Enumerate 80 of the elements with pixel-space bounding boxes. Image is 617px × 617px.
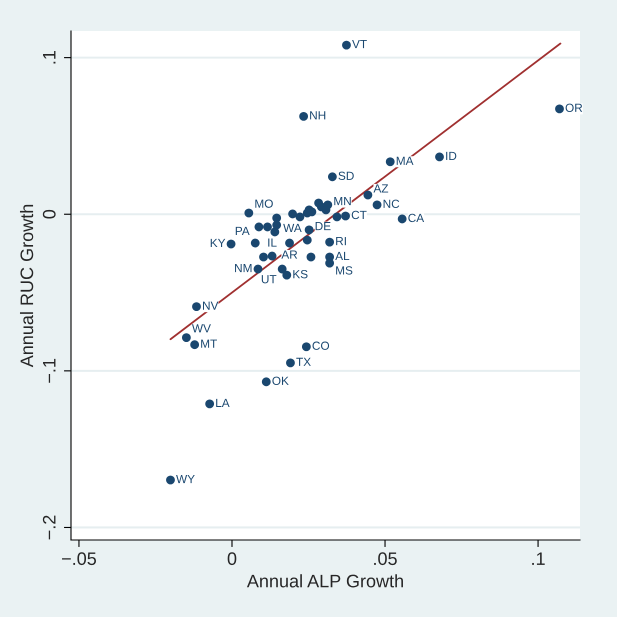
point	[288, 210, 297, 218]
annotation: AR	[281, 250, 298, 259]
x-tick-label: .1	[532, 552, 545, 565]
point	[435, 152, 444, 162]
point	[302, 342, 311, 352]
point	[226, 240, 236, 248]
annotation: VT	[352, 40, 367, 48]
annotation: MO	[255, 199, 273, 208]
annotation: MN	[334, 196, 351, 206]
point	[262, 377, 271, 386]
annotation: IL	[268, 238, 277, 247]
annotation: ID	[446, 152, 456, 160]
point	[341, 212, 350, 220]
annotation: PA	[236, 226, 250, 235]
annotation: WY	[176, 474, 195, 484]
annotation: SD	[338, 172, 354, 180]
point	[332, 212, 342, 222]
annotation: DE	[316, 222, 331, 230]
point	[263, 222, 272, 232]
annotation: UT	[262, 275, 276, 284]
annotation: OK	[272, 376, 289, 385]
annotation: NV	[203, 302, 218, 310]
y-tick-label: −.1	[43, 358, 56, 383]
annotation: CO	[312, 342, 330, 350]
annotation: NH	[310, 111, 326, 120]
annotation: OR	[566, 104, 582, 112]
x-tick-label: .05	[374, 552, 397, 566]
annotation: MA	[396, 156, 414, 165]
point	[304, 226, 314, 234]
point	[306, 252, 316, 262]
annotation: WV	[192, 324, 211, 332]
point	[398, 214, 407, 224]
point	[182, 333, 191, 342]
y-tick-label: .1	[43, 50, 56, 64]
point	[254, 264, 262, 274]
point	[299, 112, 308, 121]
annotation: TX	[296, 358, 311, 366]
annotation: KY	[210, 238, 226, 248]
x-tick-label: 0	[228, 552, 236, 566]
point	[278, 264, 287, 274]
point	[254, 222, 264, 232]
annotation: MS	[336, 266, 352, 275]
point	[323, 200, 332, 210]
point	[285, 238, 294, 248]
annotation: WA	[283, 224, 302, 232]
point	[372, 200, 382, 210]
point	[268, 252, 276, 260]
x-tick-label: −.05	[62, 552, 96, 566]
y-tick-label: 0	[42, 210, 56, 219]
point	[244, 208, 254, 218]
annotation: LA	[216, 398, 230, 407]
point	[302, 236, 312, 244]
annotation: AZ	[373, 184, 388, 192]
point	[342, 40, 351, 50]
point	[555, 104, 564, 114]
point	[270, 228, 280, 236]
annotation: RI	[336, 237, 346, 246]
point	[190, 340, 200, 350]
annotation: NC	[384, 200, 400, 208]
annotation: KS	[293, 270, 308, 278]
point	[386, 157, 395, 166]
point	[328, 172, 337, 182]
point	[192, 302, 201, 312]
annotation: MT	[201, 340, 217, 348]
x-axis-title: Annual ALP Growth	[246, 574, 403, 588]
annotation: AL	[335, 252, 350, 260]
point	[296, 212, 304, 222]
annotation: CA	[408, 214, 424, 222]
point	[166, 476, 175, 484]
point	[364, 190, 372, 200]
point	[205, 400, 214, 408]
annotation: NM	[235, 264, 252, 272]
point	[250, 238, 260, 248]
y-axis-title: Annual RUC Growth	[20, 204, 34, 368]
y-tick-label: −.2	[42, 516, 56, 540]
point	[282, 270, 292, 280]
point	[325, 238, 334, 247]
point	[259, 252, 268, 262]
point	[286, 358, 295, 368]
annotation: CT	[352, 210, 367, 220]
